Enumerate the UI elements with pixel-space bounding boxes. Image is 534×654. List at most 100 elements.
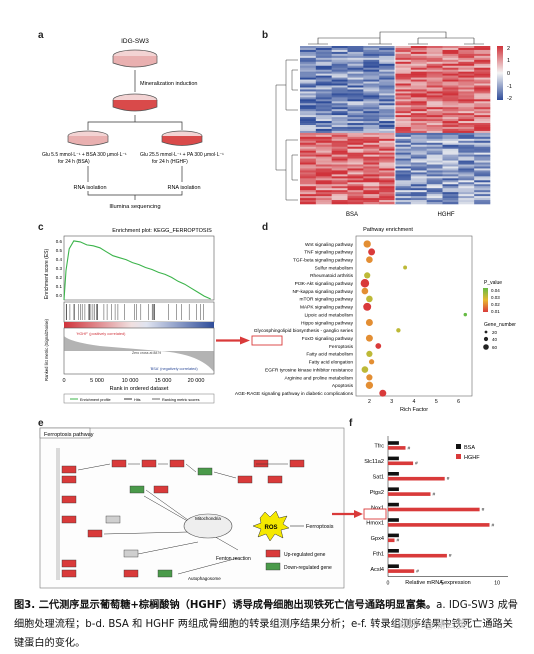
- heatmap-cell: [474, 53, 491, 57]
- heatmap-cell: [410, 192, 427, 195]
- heatmap-cell: [474, 87, 491, 90]
- heatmap-cell: [315, 144, 332, 148]
- heatmap-cell: [363, 125, 380, 128]
- panel-label-c: c: [38, 222, 44, 233]
- heatmap-cell: [474, 55, 491, 59]
- heatmap-cell: [442, 75, 459, 78]
- heatmap-cell: [363, 202, 380, 205]
- bar-hghf: [388, 446, 406, 450]
- heatmap-cell: [363, 174, 380, 177]
- heatmap-cell: [395, 176, 412, 179]
- heatmap-cell: [300, 89, 317, 92]
- heatmap-cell: [315, 75, 332, 78]
- heatmap-cell: [410, 81, 427, 84]
- heatmap-cell: [363, 180, 380, 183]
- heatmap-cell: [426, 160, 443, 163]
- heatmap-cell: [410, 196, 427, 199]
- heatmap-cell: [474, 113, 491, 116]
- heatmap-cell: [426, 51, 443, 55]
- heatmap-cell: [410, 71, 427, 74]
- heatmap-cell: [363, 57, 380, 61]
- heatmap-cell: [395, 190, 412, 193]
- heatmap-cell: [458, 103, 475, 106]
- heatmap-cell: [426, 81, 443, 84]
- heatmap-cell: [442, 148, 459, 151]
- heatmap-cell: [474, 103, 491, 106]
- heatmap-cell: [426, 123, 443, 126]
- heatmap-cell: [300, 184, 317, 187]
- heatmap-cell: [410, 184, 427, 187]
- heatmap-cell: [315, 170, 332, 173]
- ros-burst: [252, 510, 290, 542]
- enrichment-xtick: 6: [457, 399, 460, 405]
- heatmap-cell: [426, 125, 443, 128]
- heatmap-cell: [395, 172, 412, 175]
- heatmap-cell: [442, 123, 459, 126]
- heatmap-cell: [474, 150, 491, 153]
- heatmap-cell: [331, 75, 348, 78]
- heatmap-cell: [426, 126, 443, 130]
- heatmap-cell: [347, 144, 364, 148]
- gene-number-ticks: 20 40 60: [492, 330, 498, 350]
- heatmap-cell: [410, 79, 427, 82]
- heatmap-cell: [363, 134, 380, 138]
- rank-ylabel: Ranked list metric (Signal2Noise): [44, 318, 49, 381]
- panel-label-b: b: [262, 30, 269, 41]
- heatmap-cell: [426, 186, 443, 189]
- heatmap-cell: [331, 190, 348, 193]
- pathway-label: FoxO signaling pathway: [302, 336, 354, 342]
- heatmap-cell: [379, 97, 396, 100]
- heatmap-cell: [347, 158, 364, 161]
- enrichment-dot: [363, 302, 372, 311]
- heatmap-cell: [410, 174, 427, 177]
- heatmap-cell: [379, 53, 396, 57]
- es-ytick: 0.2: [56, 275, 63, 280]
- pathway-label: Fatty acid elongation: [309, 360, 354, 366]
- heatmap-cell: [426, 170, 443, 173]
- heatmap-cell: [379, 65, 396, 69]
- heatmap-cell: [458, 59, 475, 63]
- heatmap-cell: [474, 148, 491, 151]
- pathway-label: MAPK signaling pathway: [300, 305, 354, 311]
- heatmap-cell: [331, 164, 348, 167]
- pvalue-tick: 0.01: [491, 309, 500, 314]
- heatmap-cell: [426, 136, 443, 140]
- heatmap-cell: [347, 103, 364, 106]
- heatmap-cell: [331, 95, 348, 98]
- enrichment-xtick: 3: [390, 399, 393, 405]
- heatmap-cell: [442, 69, 459, 72]
- significance-mark: #: [492, 522, 495, 528]
- gsea-xtick: 5 000: [90, 378, 104, 384]
- heatmap-cell: [379, 190, 396, 193]
- heatmap-cell: [458, 119, 475, 122]
- heatmap-cell: [300, 47, 317, 51]
- heatmap-cell: [474, 65, 491, 69]
- heatmap-cell: [315, 202, 332, 205]
- heatmap-cell: [458, 184, 475, 187]
- bar-bsa: [388, 518, 399, 522]
- heatmap-cell: [426, 192, 443, 195]
- heatmap-cell: [331, 130, 348, 134]
- heatmap-cell: [458, 107, 475, 110]
- heatmap-cell: [458, 182, 475, 185]
- heatmap-cell: [300, 146, 317, 149]
- heatmap-cell: [442, 170, 459, 173]
- heatmap-cell: [426, 128, 443, 132]
- heatmap-cell: [300, 180, 317, 183]
- heatmap-cell: [300, 85, 317, 88]
- heatmap-cell: [474, 126, 491, 130]
- heatmap-cell: [315, 200, 332, 203]
- heatmap-cell: [395, 186, 412, 189]
- heatmap-cell: [458, 152, 475, 155]
- heatmap-cell: [315, 180, 332, 183]
- heatmap-cell: [331, 71, 348, 74]
- heatmap-cell: [458, 87, 475, 90]
- heatmap-cell: [300, 113, 317, 116]
- pathway-label: Apoptosis: [332, 383, 354, 389]
- heatmap-cell: [395, 59, 412, 63]
- heatmap-cell: [458, 174, 475, 177]
- enrichment-xtick: 5: [435, 399, 438, 405]
- heatmap-cell: [410, 117, 427, 120]
- heatmap-cell: [426, 178, 443, 181]
- heatmap-cell: [442, 87, 459, 90]
